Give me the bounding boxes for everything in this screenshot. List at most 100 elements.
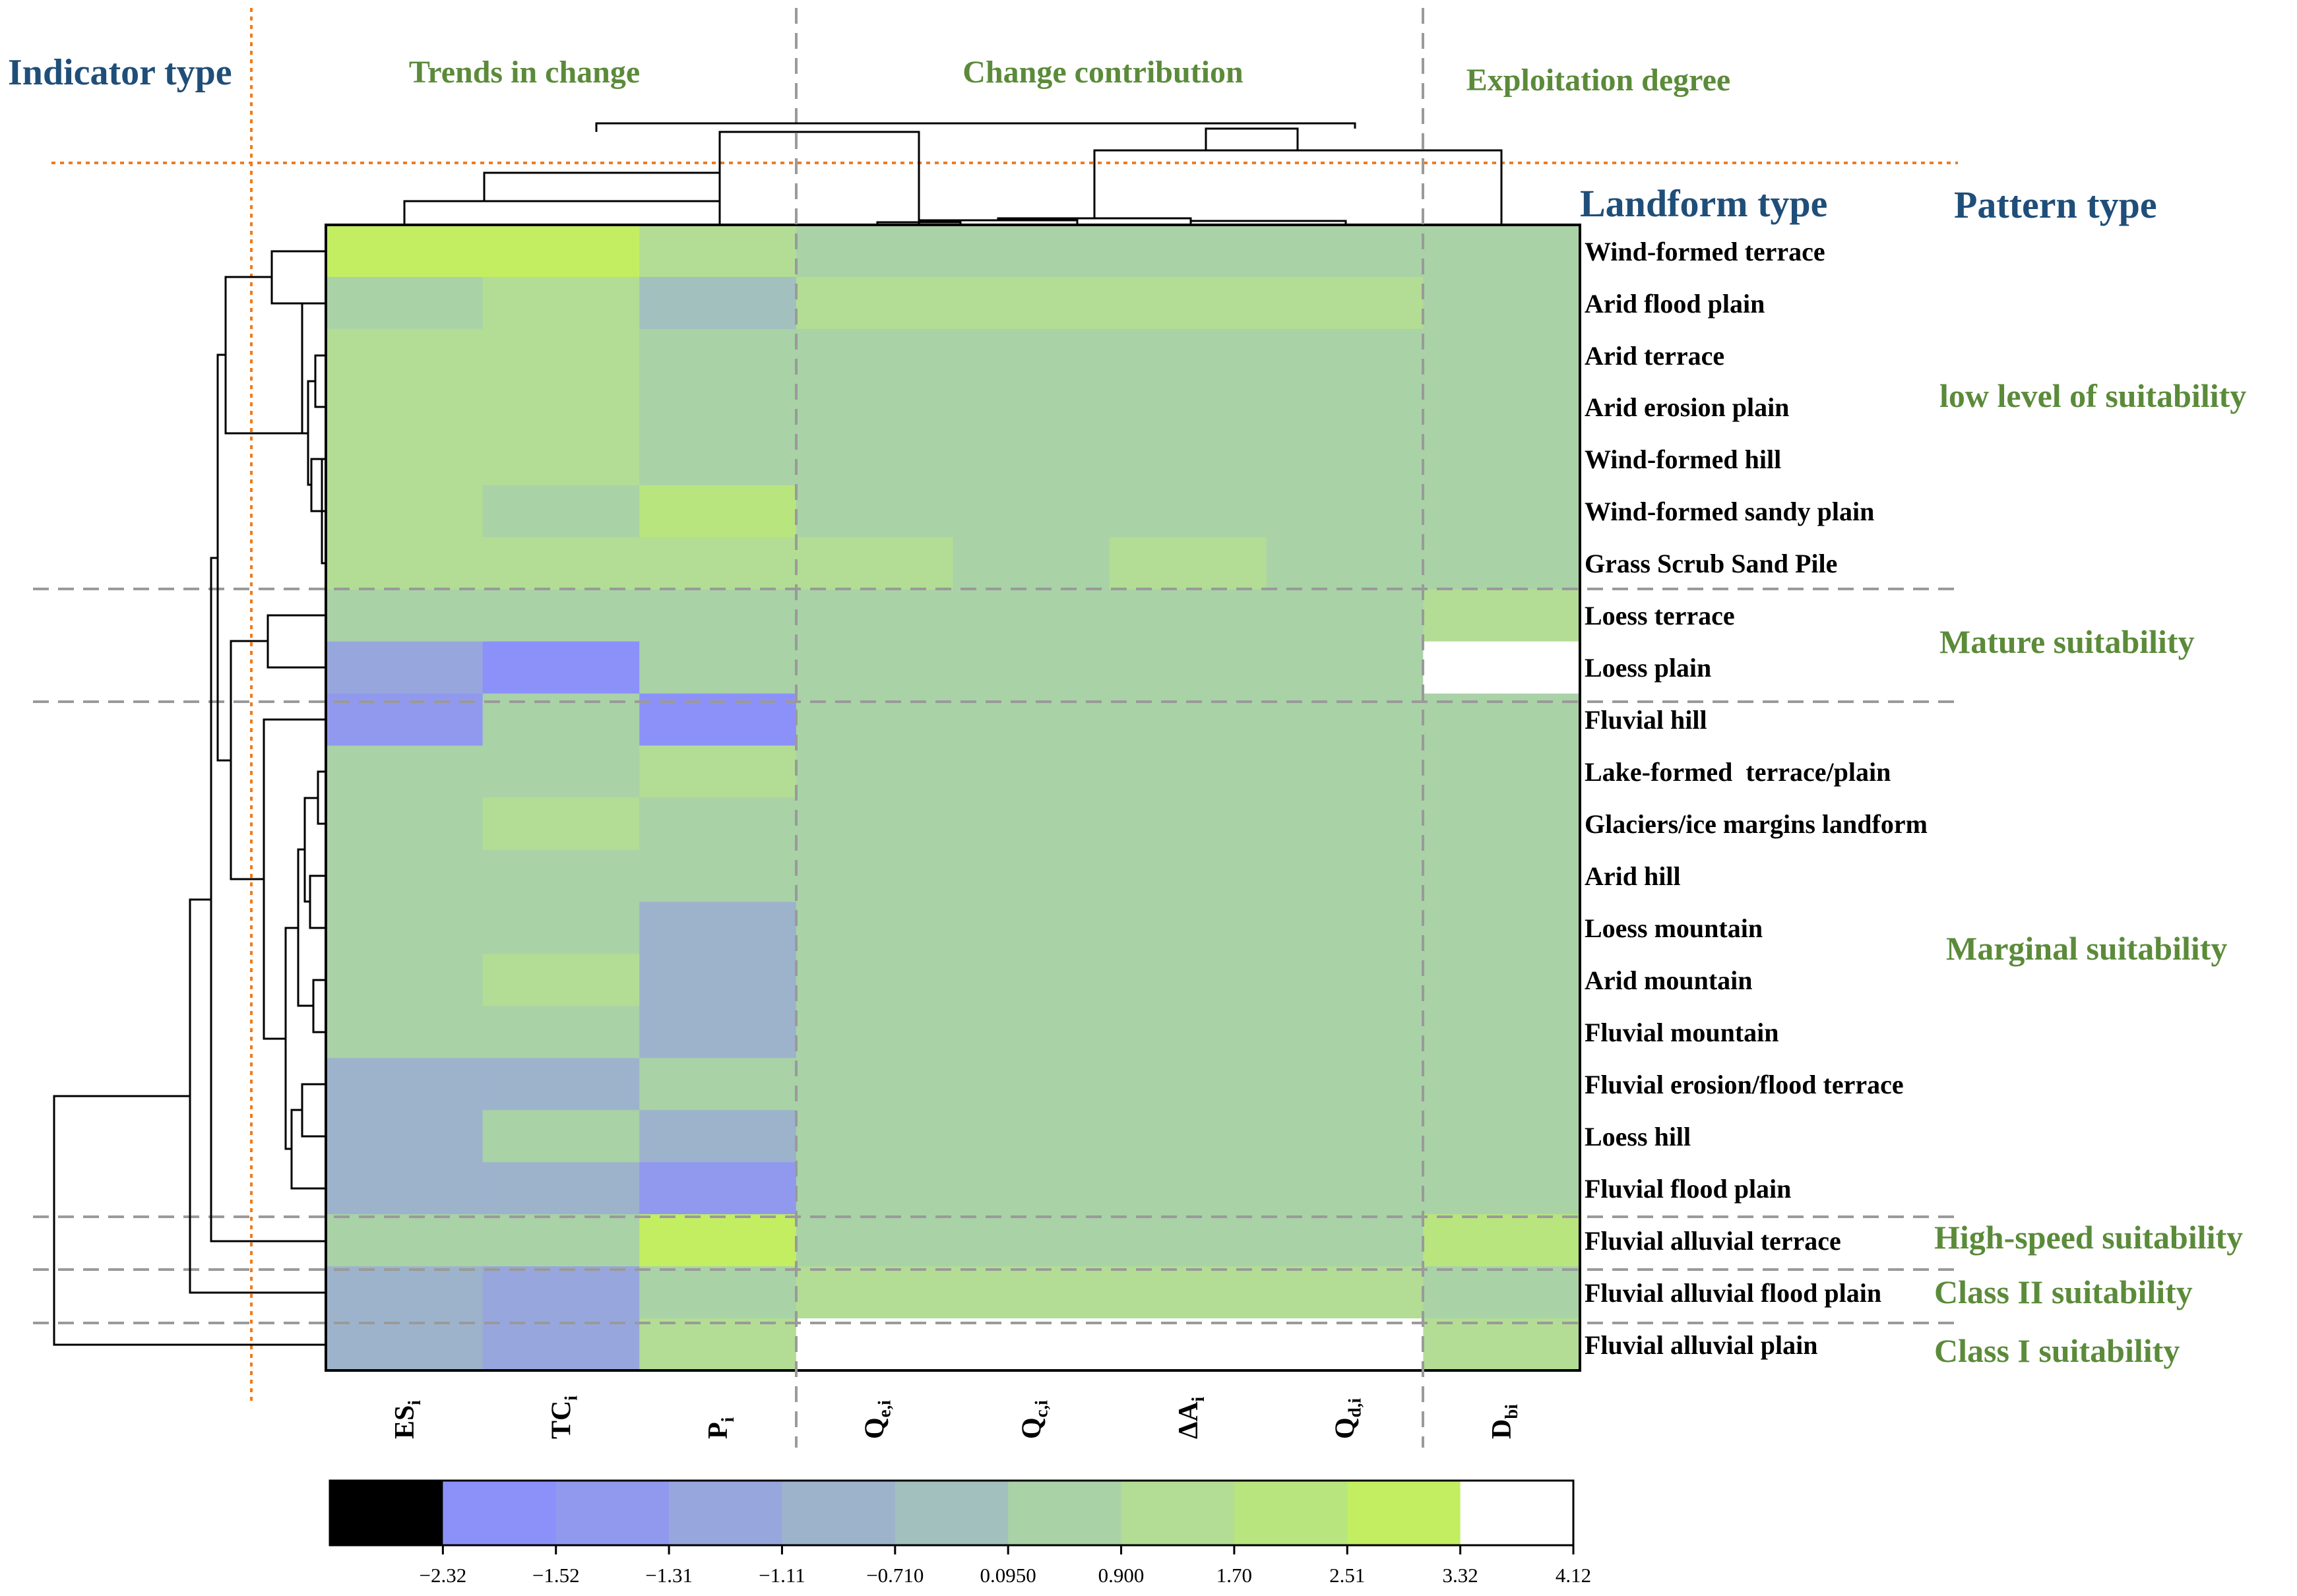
pattern-high-speed: High-speed suitability	[1934, 1219, 2243, 1256]
cell-glaciers-ice-margins-landform-col2	[482, 797, 640, 851]
row-label-grass-scrub-sand-pile: Grass Scrub Sand Pile	[1585, 549, 1837, 578]
cell-wind-formed-sandy-plain-col8	[1423, 485, 1581, 538]
cell-loess-plain-col8	[1423, 641, 1581, 694]
cell-loess-terrace-col5	[953, 589, 1110, 642]
cell-wind-formed-hill-col4	[796, 433, 954, 486]
col-dendro-link-9	[1205, 127, 1299, 150]
cell-loess-terrace-col8	[1423, 589, 1581, 642]
cell-fluvial-alluvial-flood-plain-col8	[1423, 1266, 1581, 1319]
cell-arid-flood-plain-col4	[796, 276, 954, 330]
cell-loess-mountain-col3	[639, 902, 797, 954]
cell-wind-formed-hill-col6	[1110, 433, 1267, 486]
cell-lake-formed-terrace-plain-col5	[953, 745, 1110, 799]
cell-arid-flood-plain-col6	[1110, 276, 1267, 330]
cell-arid-hill-col6	[1110, 849, 1267, 902]
row-dendro-link-4	[321, 459, 326, 565]
row-label-fluvial-alluvial-flood-plain: Fluvial alluvial flood plain	[1585, 1278, 1881, 1308]
color-key-border	[329, 1479, 1575, 1547]
color-key-swatch-7	[1008, 1481, 1122, 1545]
cell-fluvial-erosion-flood-terrace-col8	[1423, 1058, 1581, 1111]
cell-fluvial-alluvial-flood-plain-col1	[326, 1266, 484, 1319]
col-label-5: Qc,i	[1017, 1400, 1051, 1439]
cell-loess-mountain-col8	[1423, 902, 1581, 954]
color-key-tick-label-3: −1.31	[645, 1564, 693, 1587]
cell-loess-mountain-col1	[326, 902, 484, 954]
column-labels: ESi TCi Pi Qe,i Qc,i ΔAi Qd,i Dbi	[390, 1396, 1521, 1439]
cell-grass-scrub-sand-pile-col5	[953, 537, 1110, 590]
cell-grass-scrub-sand-pile-col1	[326, 537, 484, 590]
group-label-exploitation: Exploitation degree	[1466, 63, 1730, 98]
cell-arid-erosion-plain-col1	[326, 381, 484, 434]
cell-wind-formed-terrace-col7	[1266, 225, 1424, 278]
pattern-marginal: Marginal suitability	[1946, 930, 2227, 967]
cell-fluvial-erosion-flood-terrace-col6	[1110, 1058, 1267, 1111]
cell-lake-formed-terrace-plain-col4	[796, 745, 954, 799]
cell-fluvial-alluvial-flood-plain-col7	[1266, 1266, 1424, 1319]
cell-loess-hill-col7	[1266, 1110, 1424, 1163]
row-dendro-link-7	[224, 276, 302, 435]
cell-fluvial-hill-col1	[326, 693, 484, 747]
heatmap-border	[325, 224, 1581, 1372]
cell-loess-mountain-col2	[482, 902, 640, 954]
color-key-swatch-11	[1460, 1481, 1574, 1545]
group-label-contribution: Change contribution	[962, 55, 1243, 90]
row-dendro-link-10	[309, 875, 326, 929]
cell-fluvial-alluvial-plain-col7	[1266, 1318, 1424, 1371]
color-key-tick-label-2: −1.52	[532, 1564, 580, 1587]
cell-fluvial-mountain-col7	[1266, 1006, 1424, 1059]
cell-arid-erosion-plain-col3	[639, 381, 797, 434]
cell-wind-formed-sandy-plain-col6	[1110, 485, 1267, 538]
cell-arid-hill-col1	[326, 849, 484, 902]
color-key-tick-label-8: 1.70	[1216, 1564, 1252, 1587]
cell-grass-scrub-sand-pile-col8	[1423, 537, 1581, 590]
cell-fluvial-alluvial-flood-plain-col6	[1110, 1266, 1267, 1319]
row-label-loess-mountain: Loess mountain	[1585, 913, 1763, 943]
color-key: −2.32 −1.52 −1.31 −1.11 −0.710 0.0950 0.900 1.7…	[329, 1479, 1591, 1587]
row-label-lake-formed-terrace-plain: Lake-formed terrace/plain	[1585, 757, 1891, 787]
col-dendro-link-2	[483, 171, 721, 225]
cell-fluvial-mountain-col6	[1110, 1006, 1267, 1059]
row-label-arid-flood-plain: Arid flood plain	[1585, 289, 1765, 319]
cell-loess-plain-col2	[482, 641, 640, 694]
row-label-wind-formed-hill: Wind-formed hill	[1585, 445, 1781, 474]
cell-wind-formed-sandy-plain-col5	[953, 485, 1110, 538]
cell-fluvial-alluvial-terrace-col6	[1110, 1214, 1267, 1267]
cell-fluvial-alluvial-flood-plain-col3	[639, 1266, 797, 1319]
cell-wind-formed-sandy-plain-col1	[326, 485, 484, 538]
row-dendro-link-2	[314, 354, 326, 408]
color-key-swatch-6	[895, 1481, 1009, 1545]
cell-fluvial-alluvial-plain-col6	[1110, 1318, 1267, 1371]
color-key-tick-label-9: 2.51	[1329, 1564, 1365, 1587]
col-dendro-link-8	[1093, 149, 1503, 225]
cell-fluvial-alluvial-terrace-col5	[953, 1214, 1110, 1267]
cell-fluvial-erosion-flood-terrace-col2	[482, 1058, 640, 1111]
color-key-swatch-10	[1347, 1481, 1461, 1545]
cell-arid-flood-plain-col2	[482, 276, 640, 330]
cell-arid-terrace-col6	[1110, 328, 1267, 382]
cell-fluvial-mountain-col8	[1423, 1006, 1581, 1059]
cell-wind-formed-hill-col8	[1423, 433, 1581, 486]
row-dendro-link-13	[301, 1083, 326, 1138]
cell-arid-hill-col3	[639, 849, 797, 902]
cell-arid-mountain-col5	[953, 954, 1110, 1006]
col-label-4: Qe,i	[860, 1400, 895, 1439]
color-key-swatch-1	[330, 1481, 443, 1545]
cell-glaciers-ice-margins-landform-col3	[639, 797, 797, 851]
cell-fluvial-flood-plain-col5	[953, 1162, 1110, 1215]
cell-fluvial-alluvial-terrace-col4	[796, 1214, 954, 1267]
row-dendro-link-14	[290, 1109, 326, 1190]
cell-fluvial-alluvial-plain-col3	[639, 1318, 797, 1371]
cell-grass-scrub-sand-pile-col6	[1110, 537, 1267, 590]
cell-loess-terrace-col2	[482, 589, 640, 642]
cell-loess-plain-col4	[796, 641, 954, 694]
cell-arid-mountain-col8	[1423, 954, 1581, 1006]
cell-fluvial-flood-plain-col2	[482, 1162, 640, 1215]
cell-arid-terrace-col3	[639, 328, 797, 382]
cell-loess-plain-col6	[1110, 641, 1267, 694]
cell-fluvial-mountain-col5	[953, 1006, 1110, 1059]
row-dendro-link-12	[312, 979, 326, 1033]
landform-type-title: Landform type	[1580, 182, 1827, 225]
cell-arid-terrace-col2	[482, 328, 640, 382]
cell-arid-mountain-col2	[482, 954, 640, 1006]
color-key-tick-label-6: 0.0950	[980, 1564, 1036, 1587]
